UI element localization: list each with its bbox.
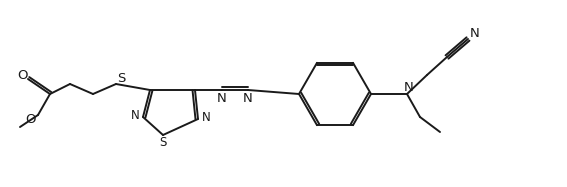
Text: S: S — [117, 71, 125, 85]
Text: N: N — [404, 80, 414, 94]
Text: N: N — [217, 91, 227, 105]
Text: N: N — [243, 91, 253, 105]
Text: N: N — [130, 108, 139, 122]
Text: O: O — [26, 113, 36, 125]
Text: O: O — [17, 68, 27, 82]
Text: S: S — [159, 137, 167, 149]
Text: N: N — [202, 111, 210, 123]
Text: N: N — [470, 27, 480, 39]
